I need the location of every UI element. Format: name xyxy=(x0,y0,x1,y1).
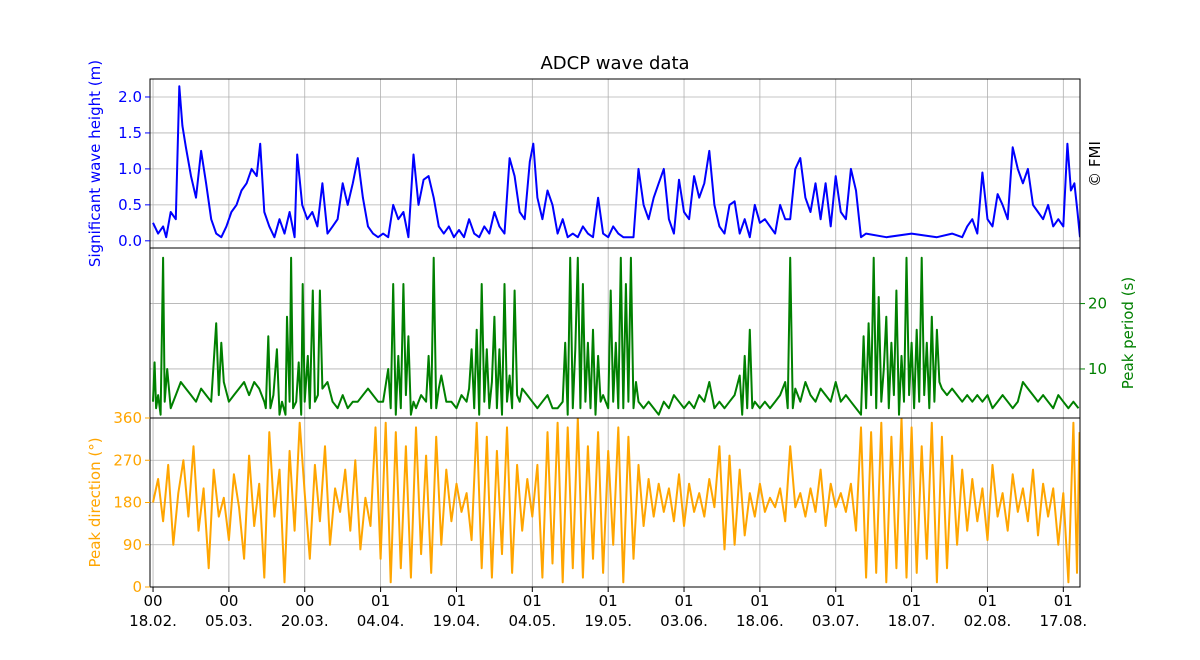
panel-frame xyxy=(149,78,1081,249)
x-tick-hour: 01 xyxy=(674,592,693,610)
x-tick-date: 04.04. xyxy=(357,612,405,630)
x-tick-hour: 01 xyxy=(371,592,390,610)
x-tick-date: 03.06. xyxy=(660,612,708,630)
x-tick-date: 04.05. xyxy=(508,612,556,630)
x-tick-hour: 01 xyxy=(902,592,921,610)
x-tick-hour: 01 xyxy=(599,592,618,610)
y-tick-label: 2.0 xyxy=(118,88,142,106)
panels: 0.0 0.5 1.0 1.5 2.0 Significant wave height (… xyxy=(86,60,1137,596)
x-tick-hour: 00 xyxy=(219,592,238,610)
series-line xyxy=(152,85,1080,239)
y-tick-label: 0 xyxy=(132,578,142,596)
y-tick-label: 270 xyxy=(113,451,142,469)
x-tick-date: 05.03. xyxy=(205,612,253,630)
y-tick-label: 0.5 xyxy=(118,196,142,214)
x-tick-date: 18.02. xyxy=(129,612,177,630)
series-line xyxy=(152,418,1080,584)
x-tick-hour: 01 xyxy=(447,592,466,610)
y-axis-label: Significant wave height (m) xyxy=(86,60,104,267)
panel-3: 0 90 180 270 360 Peak direction (°) xyxy=(86,409,1081,596)
y-tick-label: 180 xyxy=(113,494,142,512)
x-tick-hour: 00 xyxy=(143,592,162,610)
x-tick-date: 02.08. xyxy=(964,612,1012,630)
fmi-watermark: © FMI xyxy=(1086,141,1104,187)
x-tick-date: 19.05. xyxy=(584,612,632,630)
x-tick-hour: 01 xyxy=(523,592,542,610)
y-tick-label: 10 xyxy=(1088,360,1107,378)
panel-2: 10 20 Peak period (s) xyxy=(149,247,1137,419)
panel-1: 0.0 0.5 1.0 1.5 2.0 Significant wave height (… xyxy=(86,60,1081,267)
x-tick-date: 17.08. xyxy=(1039,612,1087,630)
x-tick-date: 20.03. xyxy=(281,612,329,630)
y-tick-label: 1.0 xyxy=(118,160,142,178)
y-tick-label: 360 xyxy=(113,409,142,427)
x-tick-hour: 00 xyxy=(295,592,314,610)
x-tick-date: 18.06. xyxy=(736,612,784,630)
series-line xyxy=(152,256,1080,416)
x-tick-hour: 01 xyxy=(826,592,845,610)
x-tick-hour: 01 xyxy=(1054,592,1073,610)
y-axis-label: Peak period (s) xyxy=(1119,277,1137,389)
y-tick-label: 20 xyxy=(1088,295,1107,313)
y-tick-label: 0.0 xyxy=(118,232,142,250)
y-tick-label: 90 xyxy=(123,536,142,554)
x-tick-date: 19.04. xyxy=(433,612,481,630)
y-axis-label: Peak direction (°) xyxy=(86,437,104,567)
chart-title: ADCP wave data xyxy=(540,53,689,74)
x-tick-hour: 01 xyxy=(978,592,997,610)
x-tick-date: 18.07. xyxy=(888,612,936,630)
y-tick-label: 1.5 xyxy=(118,124,142,142)
x-tick-hour: 01 xyxy=(750,592,769,610)
x-tick-date: 03.07. xyxy=(812,612,860,630)
x-axis: 00 18.02. 00 05.03. 00 20.03. 01 04.04. 01 19.04.… xyxy=(129,587,1087,630)
